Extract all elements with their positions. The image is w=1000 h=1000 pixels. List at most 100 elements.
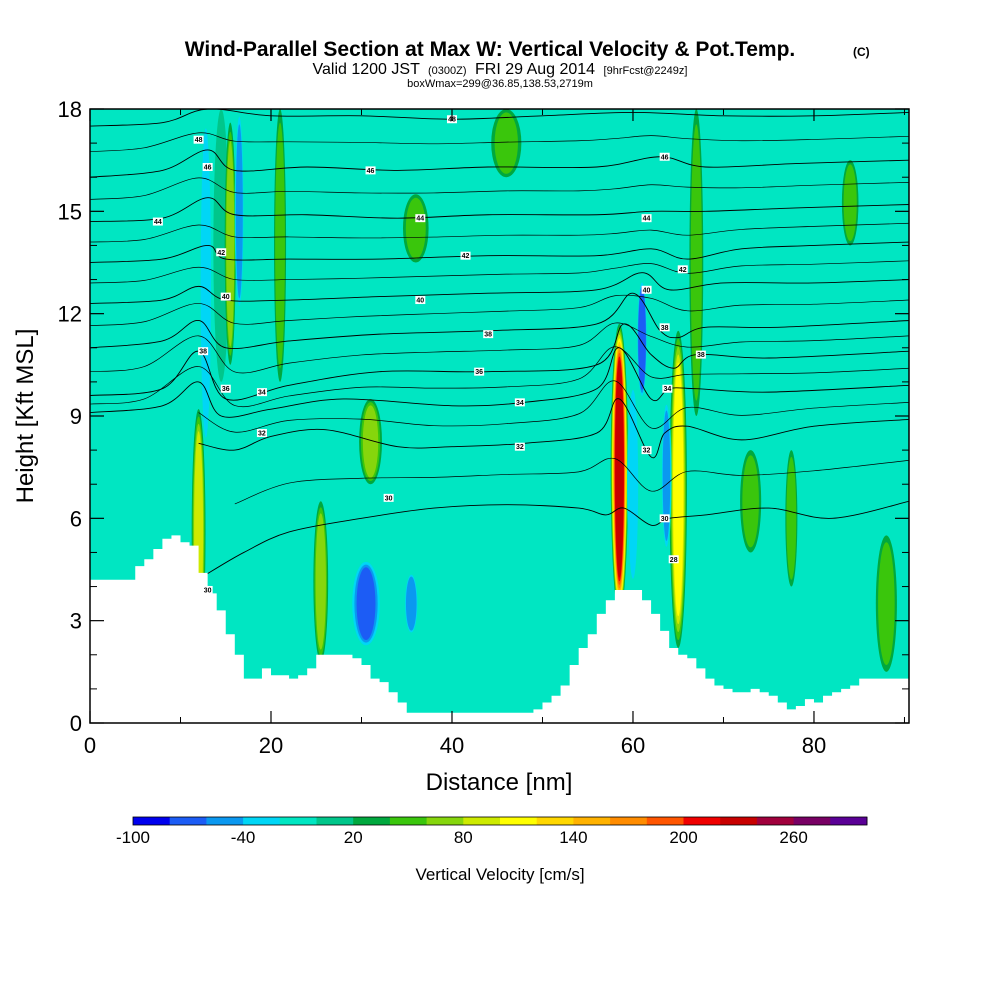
contour-label-text: 34	[258, 390, 266, 397]
x-tick-label: 0	[84, 733, 96, 758]
w-cell	[673, 362, 684, 617]
contour-label-bg	[202, 162, 213, 171]
colorbar-swatch	[426, 817, 464, 825]
contour-label: 42	[460, 251, 471, 260]
y-axis-label: Height [Kft MSL]	[12, 329, 39, 504]
contour-label: 30	[202, 585, 213, 594]
w-cell	[213, 109, 230, 382]
contour-label-text: 34	[516, 400, 524, 407]
colorbar-swatch	[830, 817, 868, 825]
contour-label-text: 40	[643, 287, 651, 294]
theta-contour-minor	[90, 222, 909, 243]
contour-label: 38	[198, 347, 209, 356]
w-cell	[201, 140, 211, 426]
contour-label-bg	[474, 367, 485, 376]
contour-label-bg	[659, 514, 670, 523]
terrain	[90, 535, 909, 723]
contour-label-text: 46	[204, 164, 212, 171]
contour-label-bg	[193, 135, 204, 144]
colorbar-swatch	[573, 817, 611, 825]
colorbar-frame	[132, 816, 868, 826]
contour-label: 30	[659, 514, 670, 523]
contour-label-bg	[152, 217, 163, 226]
contour-label: 40	[415, 296, 426, 305]
w-cell	[690, 124, 702, 401]
contour-label-text: 40	[416, 298, 424, 305]
contour-label-bg	[695, 350, 706, 359]
contour-label: 46	[365, 166, 376, 175]
contour-label-bg	[460, 251, 471, 260]
theta-contour-minor	[90, 260, 909, 284]
y-tick-label: 9	[70, 404, 82, 429]
colorbar-swatch	[756, 817, 795, 825]
theta-contour-38	[90, 292, 909, 350]
colorbar-swatch	[500, 817, 538, 825]
contour-label-bg	[483, 330, 494, 339]
colorbar-label: Vertical Velocity [cm/s]	[415, 865, 584, 884]
contour-label-text: 44	[416, 216, 424, 223]
w-cell	[406, 578, 416, 629]
colorbar-swatch	[720, 817, 758, 825]
contour-label: 46	[202, 162, 213, 171]
contour-label: 38	[483, 330, 494, 339]
contour-label-text: 46	[661, 154, 669, 161]
contour-label-bg	[220, 384, 231, 393]
colorbar-tick-label: 200	[669, 828, 697, 847]
colorbar-tick-label: 260	[779, 828, 807, 847]
contour-label-bg	[668, 555, 679, 564]
w-cell	[615, 360, 624, 578]
contour-label-bg	[641, 446, 652, 455]
y-tick-label: 6	[70, 506, 82, 531]
theta-contour-46	[90, 149, 909, 178]
contour-label: 40	[641, 285, 652, 294]
contour-label-bg	[641, 285, 652, 294]
theta-contour-minor	[90, 294, 909, 326]
contour-label: 28	[668, 555, 679, 564]
contour-label: 42	[216, 248, 227, 257]
theta-contour-40	[90, 272, 909, 304]
x-tick-label: 40	[440, 733, 464, 758]
colorbar-tick-label: 140	[559, 828, 587, 847]
chart-subtitle: Valid 1200 JST (0300Z) FRI 29 Aug 2014 […	[313, 61, 688, 78]
contour-label: 32	[514, 442, 525, 451]
colorbar-swatch	[683, 817, 721, 825]
w-cell	[878, 542, 895, 666]
subtitle-forecast: [9hrFcst@2249z]	[604, 65, 688, 77]
w-cell	[638, 291, 646, 388]
colorbar-tick-label: -40	[231, 828, 256, 847]
w-cell	[843, 164, 857, 242]
subtitle-date: FRI 29 Aug 2014	[475, 61, 595, 78]
contour-label: 34	[514, 398, 525, 407]
contour-label-text: 44	[643, 216, 651, 223]
w-cell	[315, 513, 326, 650]
contour-label-text: 30	[204, 587, 212, 594]
contour-label: 36	[474, 367, 485, 376]
chart-subtitle-2: boxWmax=299@36.85,138.53,2719m	[407, 78, 593, 90]
x-axis-label: Distance [nm]	[426, 769, 573, 796]
w-cell	[475, 596, 520, 652]
colorbar-swatch	[279, 817, 317, 825]
contour-label-text: 44	[154, 219, 162, 226]
subtitle-utc-time: (0300Z)	[428, 65, 467, 77]
contour-label: 48	[193, 135, 204, 144]
w-cell	[226, 140, 235, 347]
contour-label-bg	[415, 296, 426, 305]
contour-label-bg	[659, 152, 670, 161]
w-cell	[742, 455, 759, 548]
colorbar-swatch	[646, 817, 684, 825]
contour-label-text: 42	[462, 253, 470, 260]
contour-label-bg	[365, 166, 376, 175]
x-tick-label: 60	[621, 733, 645, 758]
colorbar-swatch	[536, 817, 574, 825]
w-cell	[362, 405, 379, 478]
y-tick-label: 12	[58, 302, 82, 327]
contour-label: 42	[677, 265, 688, 274]
contour-label-bg	[415, 214, 426, 223]
theta-contour-minor	[90, 346, 909, 408]
y-tick-label: 15	[58, 199, 82, 224]
contour-label: 30	[383, 493, 394, 502]
colorbar: -100 -40 20 80 140 200 260	[116, 816, 868, 847]
contour-label-text: 32	[516, 444, 524, 451]
